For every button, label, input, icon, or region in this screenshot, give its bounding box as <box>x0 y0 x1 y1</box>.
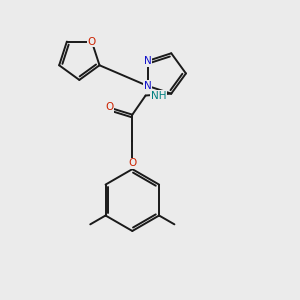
Text: O: O <box>129 158 137 168</box>
Text: NH: NH <box>151 91 167 100</box>
Text: N: N <box>144 56 152 66</box>
Text: O: O <box>106 102 114 112</box>
Text: O: O <box>88 37 96 46</box>
Text: N: N <box>144 81 152 91</box>
